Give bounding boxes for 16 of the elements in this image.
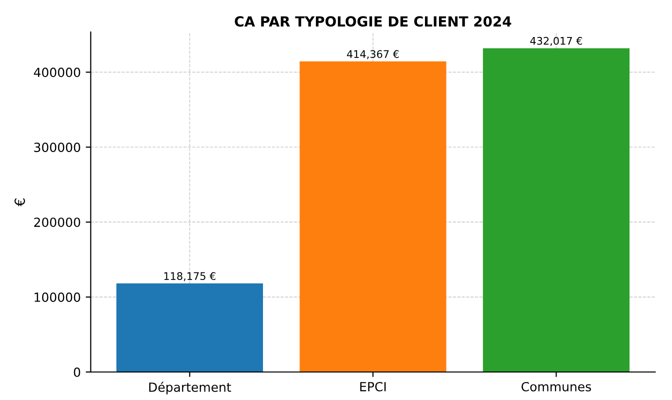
x-tick-label: EPCI [360,382,386,392]
y-tick-label: 100000 [34,292,80,302]
bar [482,48,630,372]
y-tick-label: 300000 [34,142,80,152]
data-label: 414,367 € [346,50,399,60]
y-axis-title: € [14,198,26,206]
data-label: 118,175 € [164,272,216,282]
y-tick-label: 0 [74,367,80,377]
x-tick-label: Département [149,382,232,394]
y-tick-label: 400000 [34,68,80,78]
chart-title: CA PAR TYPOLOGIE DE CLIENT 2024 [234,16,512,27]
data-label: 432,017 € [530,36,582,46]
bar [116,283,263,372]
y-tick-label: 200000 [34,218,80,228]
x-tick-label: Communes [522,382,592,392]
bar [300,61,446,372]
